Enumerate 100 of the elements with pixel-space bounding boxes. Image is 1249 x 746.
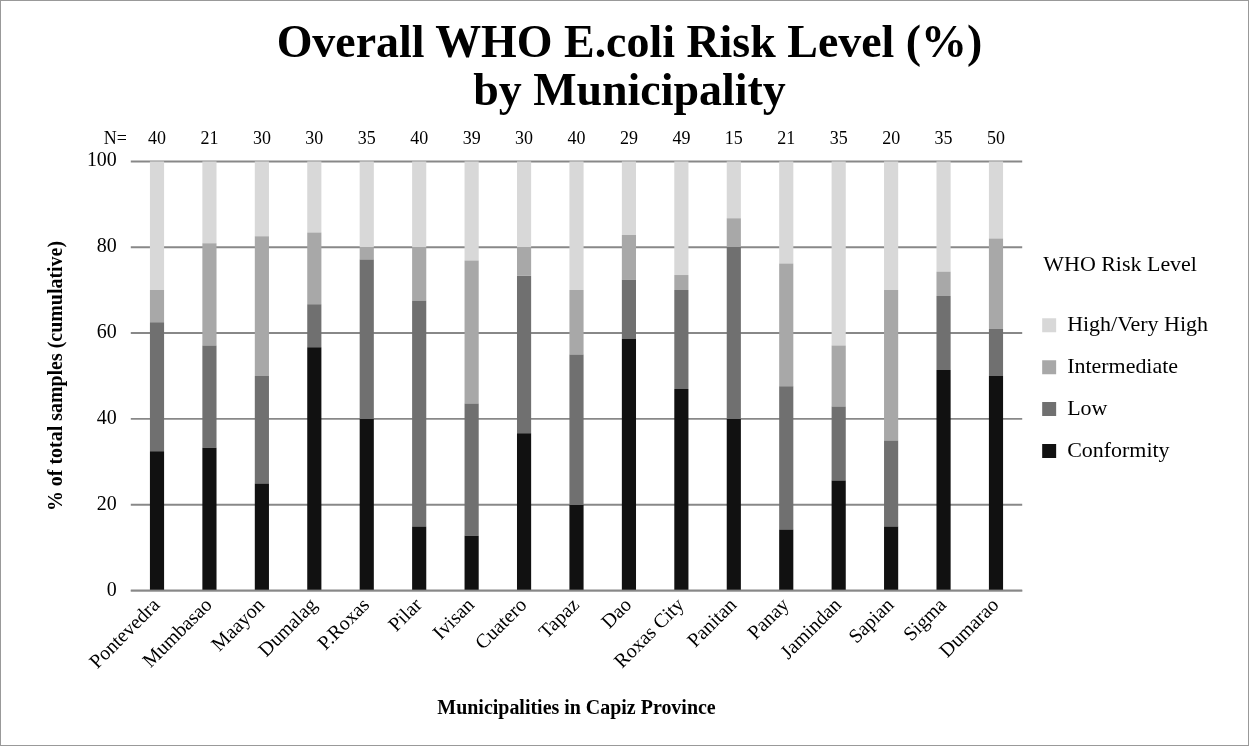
text: 30 bbox=[515, 127, 534, 148]
text: 40 bbox=[567, 127, 586, 148]
bar bbox=[359, 418, 374, 590]
bar bbox=[831, 480, 846, 590]
bar bbox=[884, 290, 899, 441]
bar bbox=[936, 369, 951, 590]
bar bbox=[726, 161, 741, 219]
y-tick-label: 60 bbox=[96, 320, 117, 343]
bar bbox=[726, 218, 741, 248]
bar bbox=[779, 161, 794, 264]
text: 21 bbox=[777, 127, 796, 148]
bar bbox=[149, 322, 165, 452]
bar bbox=[621, 339, 637, 590]
bar bbox=[988, 161, 1004, 239]
bar bbox=[674, 290, 689, 389]
bar bbox=[254, 483, 269, 590]
bar bbox=[202, 243, 217, 346]
bar bbox=[516, 275, 532, 434]
x-tick-label: Pilar bbox=[383, 593, 426, 636]
bar bbox=[988, 376, 1004, 590]
y-axis-title: % of total samples (cumulative) bbox=[44, 240, 68, 512]
legend-label: Intermediate bbox=[1067, 352, 1179, 378]
bar bbox=[779, 529, 794, 590]
bar bbox=[621, 235, 637, 280]
y-tick-label: 0 bbox=[106, 578, 117, 601]
bar bbox=[674, 275, 689, 291]
bar bbox=[621, 279, 637, 340]
bar bbox=[936, 296, 951, 370]
text: 15 bbox=[724, 127, 743, 148]
bar bbox=[569, 354, 584, 505]
legend-label: Low bbox=[1067, 394, 1108, 420]
bar bbox=[464, 161, 479, 261]
bar bbox=[569, 504, 584, 590]
bar bbox=[202, 161, 217, 244]
bar bbox=[621, 161, 637, 236]
bar bbox=[412, 247, 427, 301]
bar bbox=[412, 161, 427, 248]
text: 35 bbox=[934, 127, 953, 148]
bar bbox=[307, 161, 322, 233]
text: 40 bbox=[410, 127, 429, 148]
bar bbox=[779, 386, 794, 530]
bar bbox=[988, 238, 1004, 329]
text: 20 bbox=[882, 127, 901, 148]
text: 39 bbox=[462, 127, 481, 148]
bar bbox=[831, 345, 846, 407]
bar bbox=[149, 451, 165, 590]
legend-title: WHO Risk Level bbox=[1043, 250, 1197, 276]
bar bbox=[149, 290, 165, 323]
bar bbox=[516, 247, 532, 276]
bar bbox=[674, 388, 689, 590]
bar bbox=[936, 161, 951, 272]
bar bbox=[516, 161, 532, 248]
text: 40 bbox=[148, 127, 167, 148]
legend-label: Conformity bbox=[1067, 436, 1170, 462]
text: N= bbox=[103, 127, 127, 148]
bar bbox=[359, 259, 374, 419]
bar bbox=[202, 345, 217, 448]
bar bbox=[254, 376, 269, 484]
y-tick-label: 40 bbox=[96, 406, 117, 429]
bar bbox=[884, 161, 899, 291]
text: 50 bbox=[987, 127, 1005, 148]
bar bbox=[359, 247, 374, 260]
bar bbox=[254, 161, 269, 237]
text: 35 bbox=[357, 127, 376, 148]
bar bbox=[359, 161, 374, 248]
bar bbox=[307, 347, 322, 590]
text: 49 bbox=[672, 127, 691, 148]
y-tick-label: 80 bbox=[96, 234, 117, 257]
bar bbox=[936, 271, 951, 297]
bar bbox=[831, 161, 846, 346]
text: 35 bbox=[829, 127, 848, 148]
text: 30 bbox=[252, 127, 271, 148]
bar bbox=[779, 263, 794, 387]
bar bbox=[307, 304, 322, 348]
chart-title: Overall WHO E.coli Risk Level (%) by Municipality bbox=[276, 15, 983, 116]
x-axis-title: Municipalities in Capiz Province bbox=[437, 696, 716, 720]
bar bbox=[884, 440, 899, 527]
bar bbox=[464, 260, 479, 404]
bar bbox=[254, 236, 269, 376]
text: 30 bbox=[305, 127, 324, 148]
bar bbox=[464, 403, 479, 536]
bar bbox=[884, 526, 899, 590]
bar bbox=[726, 247, 741, 419]
bar bbox=[516, 433, 532, 590]
y-tick-label: 100 bbox=[86, 148, 117, 171]
bar bbox=[988, 328, 1004, 376]
bar bbox=[307, 232, 322, 305]
text: 21 bbox=[200, 127, 219, 148]
bar bbox=[412, 526, 427, 590]
bar bbox=[831, 406, 846, 481]
bar bbox=[726, 418, 741, 590]
bar bbox=[149, 161, 165, 291]
bar bbox=[674, 161, 689, 276]
y-tick-label: 20 bbox=[96, 492, 117, 515]
bar bbox=[569, 290, 584, 355]
text: 29 bbox=[619, 127, 638, 148]
bar bbox=[569, 161, 584, 291]
bar bbox=[464, 535, 479, 590]
legend-label: High/Very High bbox=[1067, 311, 1208, 337]
x-tick-label: Dao bbox=[596, 593, 636, 633]
